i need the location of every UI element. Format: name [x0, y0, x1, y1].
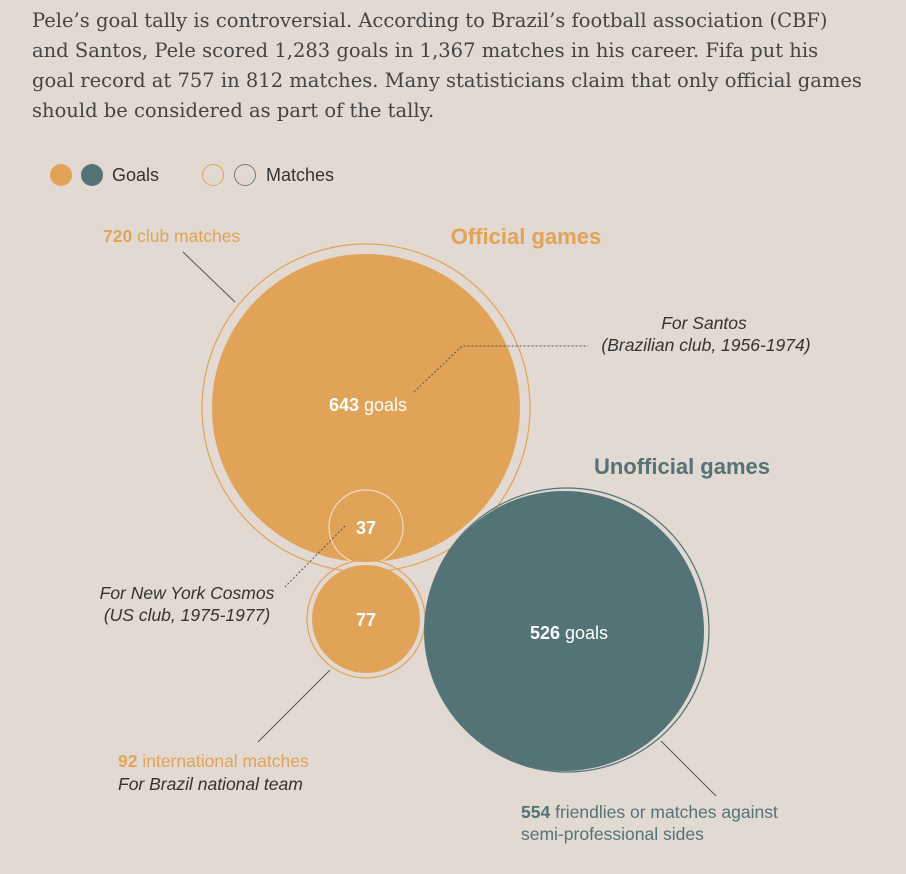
unofficial-goals-label: 526 goals	[530, 623, 608, 643]
brazil-goals-label: 77	[356, 610, 376, 630]
brazil-matches-label: 92 international matches	[118, 751, 309, 771]
cosmos-goals-circle	[328, 489, 404, 565]
santos-goals-value: 643	[329, 395, 359, 415]
official-games-title: Official games	[451, 224, 601, 249]
brazil-matches-text: international matches	[142, 751, 309, 771]
matches-official-swatch	[202, 164, 224, 186]
santos-goals-label: 643 goals	[329, 395, 407, 415]
goals-official-swatch	[50, 164, 72, 186]
brazil-matches-value: 92	[118, 751, 138, 771]
legend-matches-label: Matches	[266, 165, 335, 185]
unofficial-matches-leader	[660, 740, 717, 797]
legend-goals-label: Goals	[112, 165, 160, 185]
unofficial-goals-unit: goals	[565, 623, 608, 643]
goals-unofficial-swatch	[81, 164, 103, 186]
unofficial-matches-label-line2: semi-professional sides	[521, 824, 704, 844]
brazil-matches-leader	[257, 669, 331, 743]
santos-matches-value: 720	[103, 226, 132, 246]
santos-annotation-line2: (Brazilian club, 1956-1974)	[601, 335, 810, 355]
cosmos-annotation-line1: For New York Cosmos	[100, 583, 275, 603]
santos-matches-leader	[182, 251, 236, 303]
unofficial-goals-value: 526	[530, 623, 560, 643]
brazil-annotation: For Brazil national team	[118, 774, 303, 794]
matches-unofficial-swatch	[234, 164, 256, 186]
brazil-goals-circle	[312, 565, 420, 673]
santos-goals-unit: goals	[364, 395, 407, 415]
cosmos-goals-label: 37	[356, 518, 376, 538]
unofficial-matches-text: friendlies or matches against	[555, 802, 778, 822]
unofficial-matches-label: 554 friendlies or matches against	[521, 802, 778, 822]
santos-annotation-line1: For Santos	[661, 313, 747, 333]
santos-matches-label: 720 club matches	[103, 226, 240, 246]
intro-paragraph: Pele’s goal tally is controversial. Acco…	[32, 9, 862, 122]
santos-matches-text: club matches	[137, 226, 240, 246]
unofficial-matches-value: 554	[521, 802, 550, 822]
santos-goals-circle	[212, 254, 520, 562]
unofficial-goals-circle	[424, 491, 704, 771]
unofficial-games-title: Unofficial games	[594, 454, 770, 479]
cosmos-annotation-line2: (US club, 1975-1977)	[104, 605, 270, 625]
